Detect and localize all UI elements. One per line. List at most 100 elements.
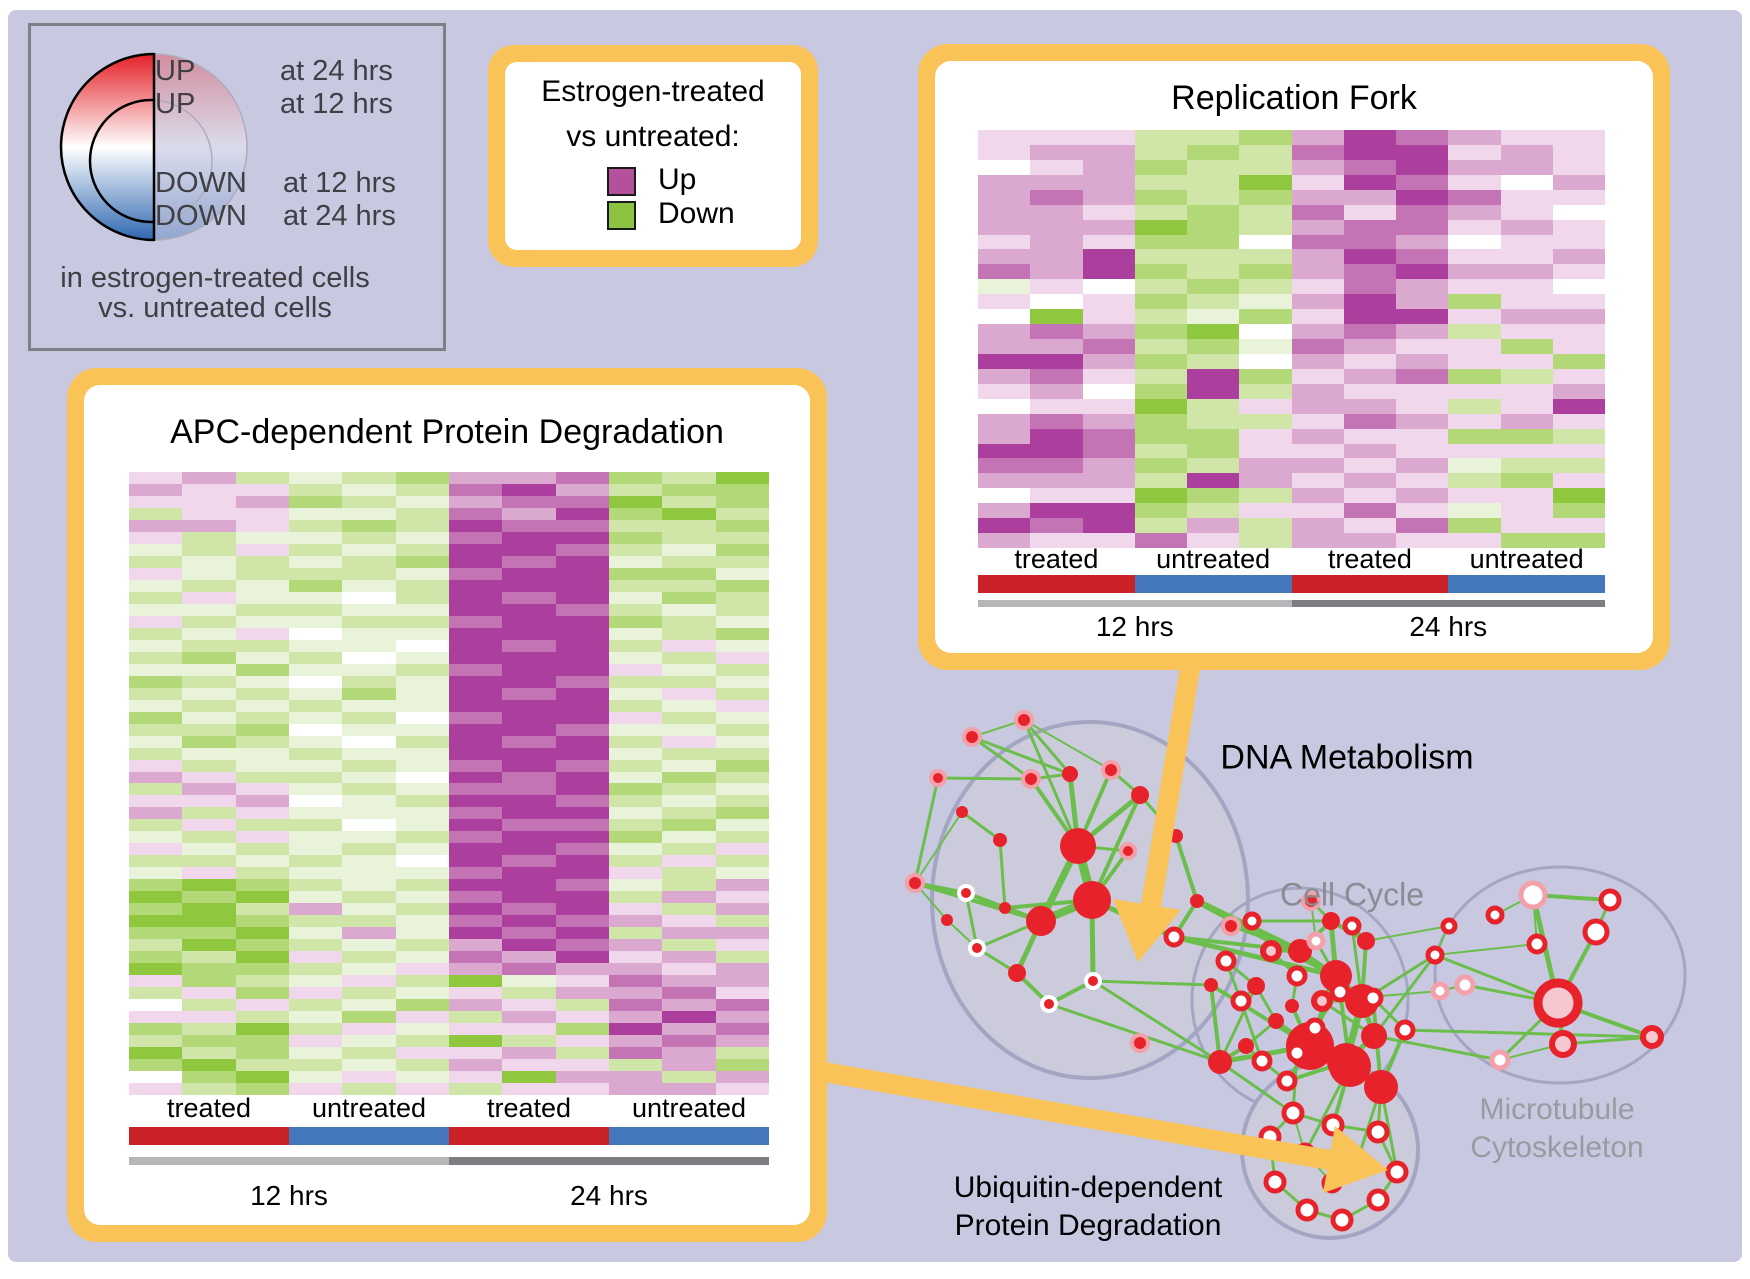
heatmap-cell — [1552, 339, 1605, 354]
heatmap-cell — [608, 867, 663, 880]
heatmap-cell — [288, 639, 343, 652]
heatmap-cell — [978, 398, 1031, 414]
heatmap-cell — [715, 735, 769, 748]
heatmap-cell — [1500, 144, 1553, 160]
heatmap-cell — [502, 735, 556, 748]
heatmap-cell — [555, 1071, 609, 1084]
heatmap-cell — [448, 1035, 503, 1048]
gene-node — [1440, 917, 1458, 935]
heatmap-cell — [235, 507, 289, 520]
heatmap-cell — [448, 495, 503, 508]
heatmap-cell — [1187, 368, 1240, 384]
heatmap-cell — [555, 759, 609, 772]
heatmap-cell — [235, 879, 289, 892]
heatmap-cell — [1343, 518, 1396, 534]
heatmap-cell — [978, 309, 1031, 325]
heatmap-cell — [448, 543, 503, 556]
heatmap-cell — [978, 279, 1031, 295]
heatmap-cell — [395, 651, 449, 664]
heatmap-cell — [1552, 219, 1605, 235]
heatmap-cell — [235, 795, 289, 808]
heatmap-cell — [662, 603, 716, 616]
heatmap-cell — [555, 663, 609, 676]
heatmap-cell — [1500, 264, 1553, 280]
heatmap-cell — [395, 507, 449, 520]
heatmap-cell — [288, 483, 343, 496]
heatmap-cell — [1239, 174, 1292, 190]
heatmap-cell — [1448, 130, 1501, 145]
heatmap-cell — [1552, 398, 1605, 414]
gene-node — [1330, 1208, 1354, 1232]
heatmap-cell — [129, 615, 183, 628]
gene-node — [1306, 931, 1326, 951]
heatmap-cell — [129, 915, 183, 928]
heatmap-cell — [395, 472, 449, 484]
heatmap-cell — [395, 891, 449, 904]
heatmap-cell — [1291, 174, 1344, 190]
heatmap-cell — [235, 615, 289, 628]
heatmap-cell — [235, 903, 289, 916]
heatmap-cell — [555, 723, 609, 736]
heatmap-cell — [235, 819, 289, 832]
heatmap-cell — [978, 174, 1031, 190]
heatmap-cell — [182, 543, 236, 556]
heatmap-cell — [1291, 353, 1344, 369]
heatmap-cell — [448, 603, 503, 616]
heatmap-cell — [1291, 533, 1344, 548]
heatmap-cell — [662, 891, 716, 904]
heatmap-cell — [342, 939, 396, 952]
heatmap-cell — [288, 1071, 343, 1084]
heatmap-cell — [1030, 428, 1083, 444]
heatmap-cell — [235, 987, 289, 1000]
heatmap-cell — [1030, 130, 1083, 145]
heatmap-cell — [288, 723, 343, 736]
heatmap-cell — [608, 939, 663, 952]
heatmap-cell — [1552, 428, 1605, 444]
heatmap-cell — [662, 807, 716, 820]
heatmap-cell — [395, 567, 449, 580]
heatmap-cell — [1030, 488, 1083, 504]
heatmap-cell — [555, 819, 609, 832]
cell-cycle-label: Cell Cycle — [1279, 876, 1425, 913]
gene-node — [957, 884, 975, 902]
estrogen-legend-box: Estrogen-treated vs untreated: Up Down — [488, 45, 818, 267]
heatmap-cell — [1500, 249, 1553, 265]
heatmap-cell — [182, 507, 236, 520]
heatmap-cell — [555, 795, 609, 808]
heatmap-cell — [1552, 264, 1605, 280]
heatmap-cell — [182, 519, 236, 532]
heatmap-cell — [608, 783, 663, 796]
heatmap-cell — [129, 519, 183, 532]
heatmap-cell — [715, 795, 769, 808]
heatmap-cell — [1134, 443, 1187, 459]
heatmap-cell — [1082, 503, 1135, 519]
heatmap-cell — [288, 711, 343, 724]
heatmap-cell — [288, 891, 343, 904]
heatmap-cell — [342, 495, 396, 508]
heatmap-cell — [1187, 383, 1240, 399]
heatmap-cell — [502, 1047, 556, 1060]
gene-node — [1263, 1170, 1287, 1194]
heatmap-cell — [1187, 294, 1240, 310]
apc-group-label: treated — [166, 1093, 252, 1123]
heatmap-cell — [129, 567, 183, 580]
heatmap-cell — [1552, 204, 1605, 220]
heatmap-cell — [608, 771, 663, 784]
heatmap-cell — [235, 711, 289, 724]
heatmap-cell — [342, 1047, 396, 1060]
heatmap-cell — [1187, 518, 1240, 534]
heatmap-cell — [342, 879, 396, 892]
heatmap-cell — [1291, 144, 1344, 160]
heatmap-cell — [448, 771, 503, 784]
gene-node — [1549, 1030, 1577, 1058]
heatmap-cell — [1500, 219, 1553, 235]
heatmap-cell — [1134, 204, 1187, 220]
heatmap-cell — [662, 903, 716, 916]
heatmap-cell — [1134, 533, 1187, 548]
heatmap-cell — [978, 533, 1031, 548]
heatmap-cell — [608, 915, 663, 928]
heatmap-cell — [1448, 383, 1501, 399]
heatmap-cell — [662, 627, 716, 640]
heatmap-cell — [1343, 234, 1396, 250]
up-label: Up — [658, 163, 697, 196]
